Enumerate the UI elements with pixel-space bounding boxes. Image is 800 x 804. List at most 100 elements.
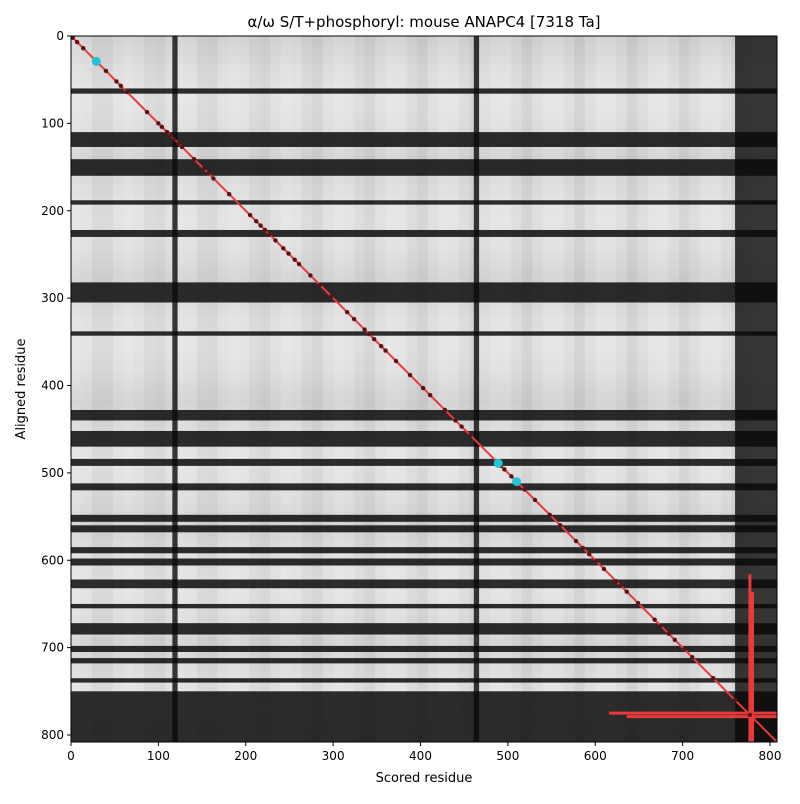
contact-point [176, 141, 181, 146]
heatmap-dark-row-band [71, 558, 777, 566]
heatmap-col-texture [364, 36, 376, 742]
heatmap-col-texture [343, 36, 355, 742]
heatmap-dark-row-band [71, 88, 777, 94]
x-tick-label: 100 [147, 749, 170, 763]
heatmap-col-texture [102, 36, 113, 742]
heatmap-row-texture [71, 420, 777, 428]
heatmap-row-texture [71, 322, 777, 330]
highlight-point [91, 56, 101, 66]
heatmap-col-texture [511, 36, 522, 742]
contact-point [468, 433, 473, 438]
contact-point [254, 219, 259, 224]
heatmap-col-texture [595, 36, 606, 742]
contact-point [522, 487, 527, 492]
heatmap-col-texture [375, 36, 386, 742]
heatmap-col-texture [563, 36, 575, 742]
heatmap-col-texture [133, 36, 145, 742]
heatmap-row-texture [71, 42, 777, 50]
x-tick-label: 0 [67, 749, 75, 763]
heatmap-col-texture [574, 36, 585, 742]
contact-point [164, 129, 170, 135]
contact-point [258, 223, 263, 228]
heatmap-dark-row-band [71, 658, 777, 664]
contact-point [292, 257, 297, 262]
heatmap-row-texture [71, 63, 777, 71]
contact-point [601, 566, 607, 572]
highlight-point [512, 477, 522, 487]
heatmap-col-texture [584, 36, 596, 742]
heatmap-row-texture [71, 252, 777, 260]
heatmap-row-texture [71, 301, 777, 309]
heatmap-col-texture [721, 36, 732, 742]
heatmap-col-texture [479, 36, 491, 742]
heatmap-row-texture [71, 210, 777, 218]
heatmap-row-texture [71, 224, 777, 232]
heatmap-col-texture [532, 36, 543, 742]
contact-point [296, 261, 302, 267]
heatmap-row-texture [71, 371, 777, 379]
contact-point [286, 251, 291, 256]
heatmap-row-texture [71, 273, 777, 281]
heatmap-dark-row-band [71, 579, 777, 589]
contact-point [427, 392, 433, 398]
heatmap-row-texture [71, 189, 777, 197]
heatmap-row-texture [71, 343, 777, 351]
plot-frame [70, 35, 778, 743]
heatmap-row-texture [71, 203, 777, 211]
y-tick-label: 700 [41, 641, 64, 655]
contact-point [732, 697, 738, 703]
heatmap-col-texture [396, 36, 407, 742]
heatmap-dark-row-band [71, 132, 777, 147]
heatmap-col-texture [154, 36, 166, 742]
heatmap-plot-area [71, 36, 777, 742]
heatmap-col-texture [668, 36, 680, 742]
heatmap-row-texture [71, 98, 777, 106]
contact-point [453, 418, 458, 423]
heatmap-dark-row-band [71, 200, 777, 205]
heatmap-col-texture [448, 36, 459, 742]
heatmap-row-texture [71, 217, 777, 225]
heatmap-row-texture [71, 448, 777, 456]
heatmap-row-texture [71, 49, 777, 57]
heatmap-col-texture [500, 36, 512, 742]
contact-point [393, 358, 399, 364]
contact-point [262, 227, 268, 233]
heatmap-row-texture [71, 651, 777, 659]
heatmap-col-texture [322, 36, 334, 742]
heatmap-col-texture [123, 36, 134, 742]
heatmap-col-texture [249, 36, 260, 742]
heatmap-col-texture [228, 36, 239, 742]
contact-point [317, 282, 323, 288]
heatmap-row-texture [71, 616, 777, 624]
heatmap-col-texture [542, 36, 554, 742]
contact-point [344, 309, 350, 315]
heatmap-col-texture [354, 36, 365, 742]
y-tick-label: 800 [41, 728, 64, 742]
heatmap-col-texture [144, 36, 155, 742]
heatmap-row-texture [71, 532, 777, 540]
x-axis: 0 100 200 300 400 500 600 700 800 [67, 742, 781, 763]
heatmap-row-texture [71, 553, 777, 561]
contact-point [532, 497, 538, 503]
contact-point [378, 343, 384, 349]
heatmap-row-texture [71, 56, 777, 64]
heatmap-col-texture [71, 36, 82, 742]
heatmap-dark-row-band [71, 331, 777, 336]
contact-point [81, 46, 86, 51]
contact-point [635, 600, 641, 606]
contact-point [226, 191, 232, 197]
contact-point [459, 424, 464, 429]
contact-point [168, 133, 173, 138]
heatmap-col-texture [291, 36, 302, 742]
contact-point [267, 232, 272, 237]
heatmap-dark-col-band [473, 36, 480, 742]
contact-point [281, 246, 286, 251]
contact-point [547, 512, 553, 518]
heatmap-col-texture [301, 36, 313, 742]
heatmap-row-texture [71, 119, 777, 127]
contact-point [118, 83, 124, 89]
contact-point [371, 336, 377, 342]
y-tick-label: 300 [41, 291, 64, 305]
heatmap-dark-row-band [71, 678, 777, 683]
